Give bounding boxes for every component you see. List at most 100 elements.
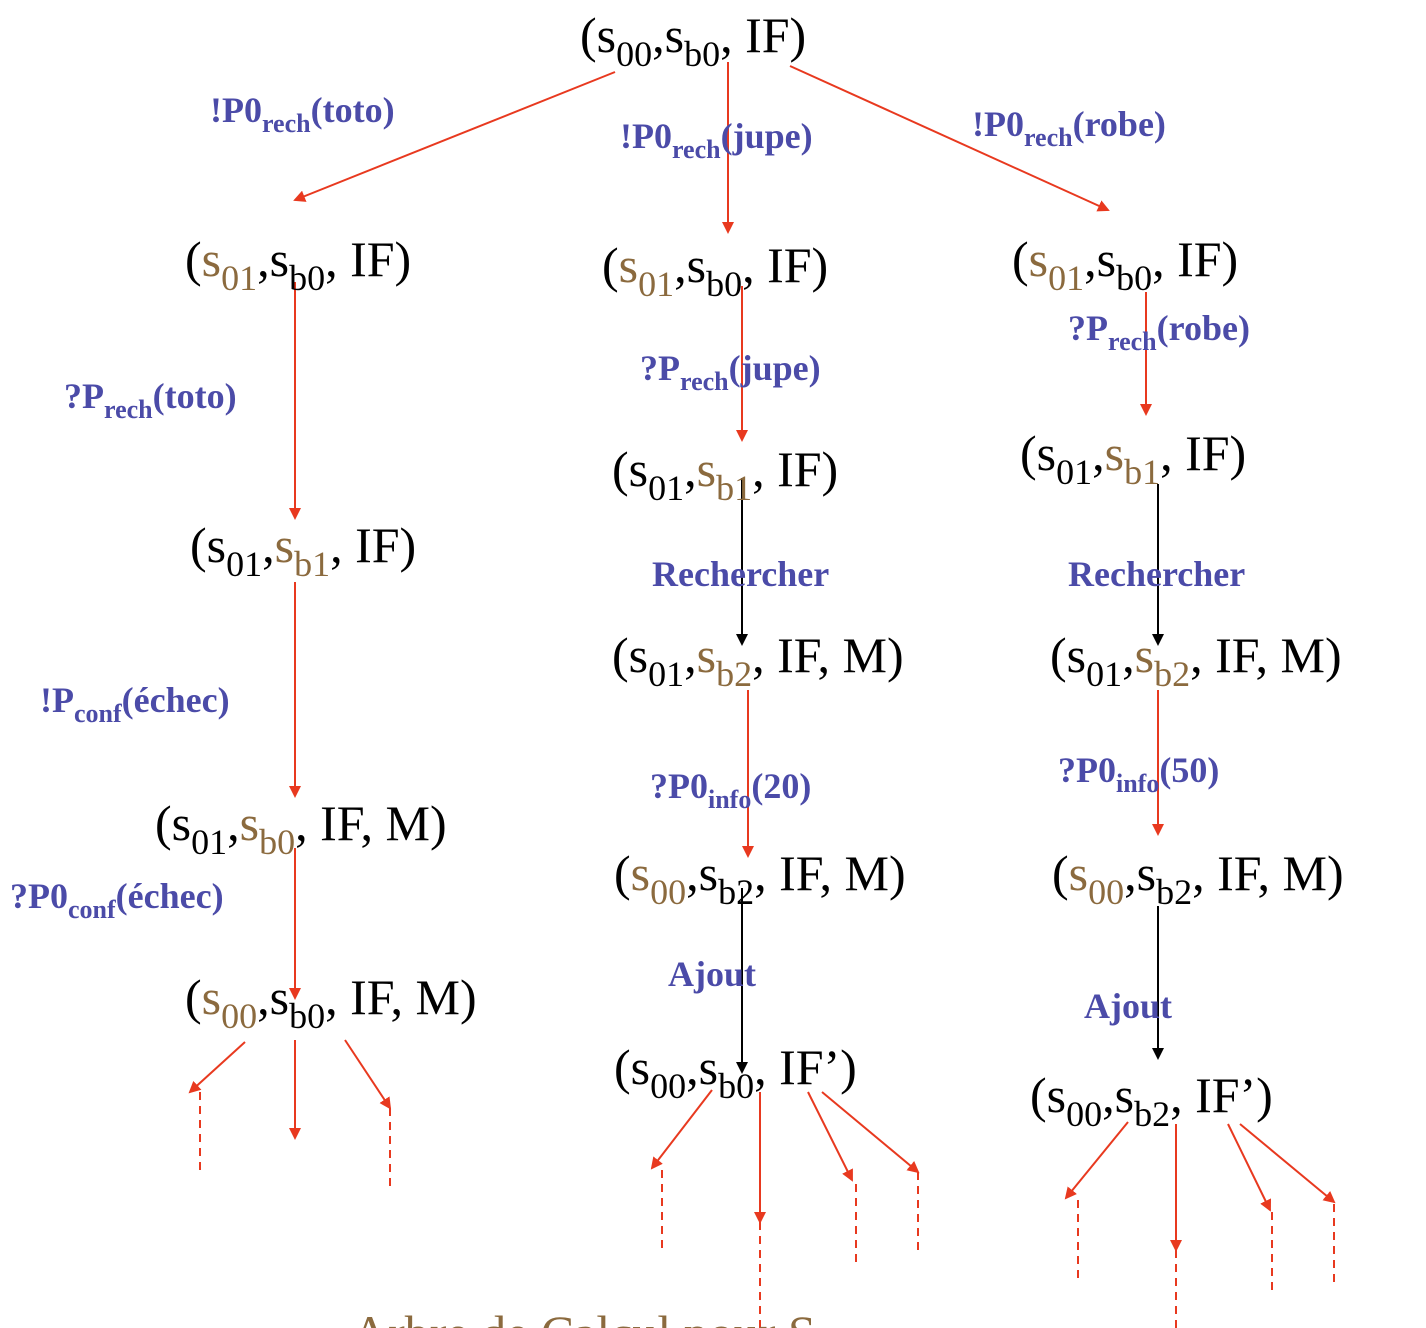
text-run: s [202,969,221,1025]
states: (s00,sb0, IF) (s01,sb0, IF) (s01,sb1, IF… [155,7,1344,1134]
arrow-r5-c1 [1064,1121,1129,1200]
text-run: (s [155,795,191,851]
subscript: b0 [259,822,295,862]
subscript: 01 [1056,452,1092,492]
text-run: ?P0 [650,766,708,806]
text-run: Ajout [668,954,756,994]
label-root-mid: !P0rech(jupe) [620,116,813,164]
text-run: s [687,237,706,293]
subscript: b0 [1116,258,1152,298]
text-run: , IF, M) [754,845,906,901]
state-mid-5: (s00,sb0, IF’) [614,1039,857,1106]
text-run: (jupe) [721,116,813,156]
subscript: 01 [221,258,257,298]
text-run: , [257,231,270,287]
text-run: , IF) [742,237,828,293]
text-run: s [697,627,716,683]
text-run: s [1115,1067,1134,1123]
subscript: rech [262,109,311,138]
arrow-m5-c4 [821,1091,920,1174]
text-run: , IF, M) [752,627,904,683]
text-run: ?P0 [1058,750,1116,790]
text-run: , [674,237,687,293]
text-run: (50) [1159,750,1219,790]
state-right-4: (s00,sb2, IF, M) [1052,845,1344,912]
subscript: b1 [1124,452,1160,492]
text-run: s [631,845,650,901]
text-run: s [697,441,716,497]
label-mid-add: Ajout [668,954,756,994]
label-left-conf0: ?P0conf(échec) [10,876,224,924]
text-run: , [652,7,665,63]
text-run: (toto) [153,376,237,416]
state-right-3: (s01,sb2, IF, M) [1050,627,1342,694]
text-run: , [262,517,275,573]
label-mid-search: Rechercher [652,554,829,594]
text-run: , [686,1039,699,1095]
text-run: , IF) [330,517,416,573]
text-run: s [1029,231,1048,287]
text-run: (s [580,7,616,63]
text-run: Rechercher [1068,554,1245,594]
text-run: s [270,969,289,1025]
text-run: ?P [640,348,680,388]
subscript: 01 [638,264,674,304]
text-run: s [1105,425,1124,481]
state-right-2: (s01,sb1, IF) [1020,425,1246,492]
caption: Arbre de Calcul pour S [352,1305,816,1328]
subscript: conf [68,895,116,924]
label-root-right: !P0rech(robe) [972,104,1166,152]
text-run: (toto) [311,90,395,130]
text-run: (s [1030,1067,1066,1123]
subscript: b2 [1134,1094,1170,1134]
text-run: , IF, M) [325,969,477,1025]
arrow-l4-c1 [188,1041,246,1094]
subscript: b2 [716,654,752,694]
text-run: s [275,517,294,573]
text-run: ?P [64,376,104,416]
text-run: , [1102,1067,1115,1123]
text-run: ( [614,845,631,901]
arrow-root-left [293,71,616,202]
subscript: rech [672,135,721,164]
label-root-left: !P0rech(toto) [210,90,395,138]
subscript: b1 [294,544,330,584]
arrow-m5-c3 [807,1091,853,1182]
label-mid-info: ?P0info(20) [650,766,811,814]
state-left-2: (s01,sb1, IF) [190,517,416,584]
text-run: , [684,627,697,683]
text-run: s [699,845,718,901]
text-run: , IF’) [754,1039,857,1095]
text-run: s [1135,627,1154,683]
subscript: b2 [718,872,754,912]
text-run: s [665,7,684,63]
text-run: , [684,441,697,497]
label-right-info: ?P0info(50) [1058,750,1219,798]
subscript: b0 [718,1066,754,1106]
text-run: (s [612,441,648,497]
state-root: (s00,sb0, IF) [580,7,806,74]
state-mid-1: (s01,sb0, IF) [602,237,828,304]
subscript: info [708,785,751,814]
subscript: 00 [650,872,686,912]
arrow-root-right [789,65,1110,212]
text-run: !P0 [972,104,1024,144]
text-run: , [686,845,699,901]
text-run: , IF, M) [1192,845,1344,901]
text-run: , IF) [325,231,411,287]
text-run: (s [1050,627,1086,683]
arrow-m5-c1 [650,1089,713,1170]
text-run: s [699,1039,718,1095]
text-run: , IF, M) [1190,627,1342,683]
subscript: b2 [1154,654,1190,694]
subscript: b0 [706,264,742,304]
text-run: s [270,231,289,287]
subscript: 00 [1088,872,1124,912]
text-run: (20) [751,766,811,806]
text-run: (échec) [122,680,230,720]
subscript: 00 [221,996,257,1036]
label-mid-rech: ?Prech(jupe) [640,348,821,396]
state-left-1: (s01,sb0, IF) [185,231,411,298]
subscript: rech [104,395,153,424]
